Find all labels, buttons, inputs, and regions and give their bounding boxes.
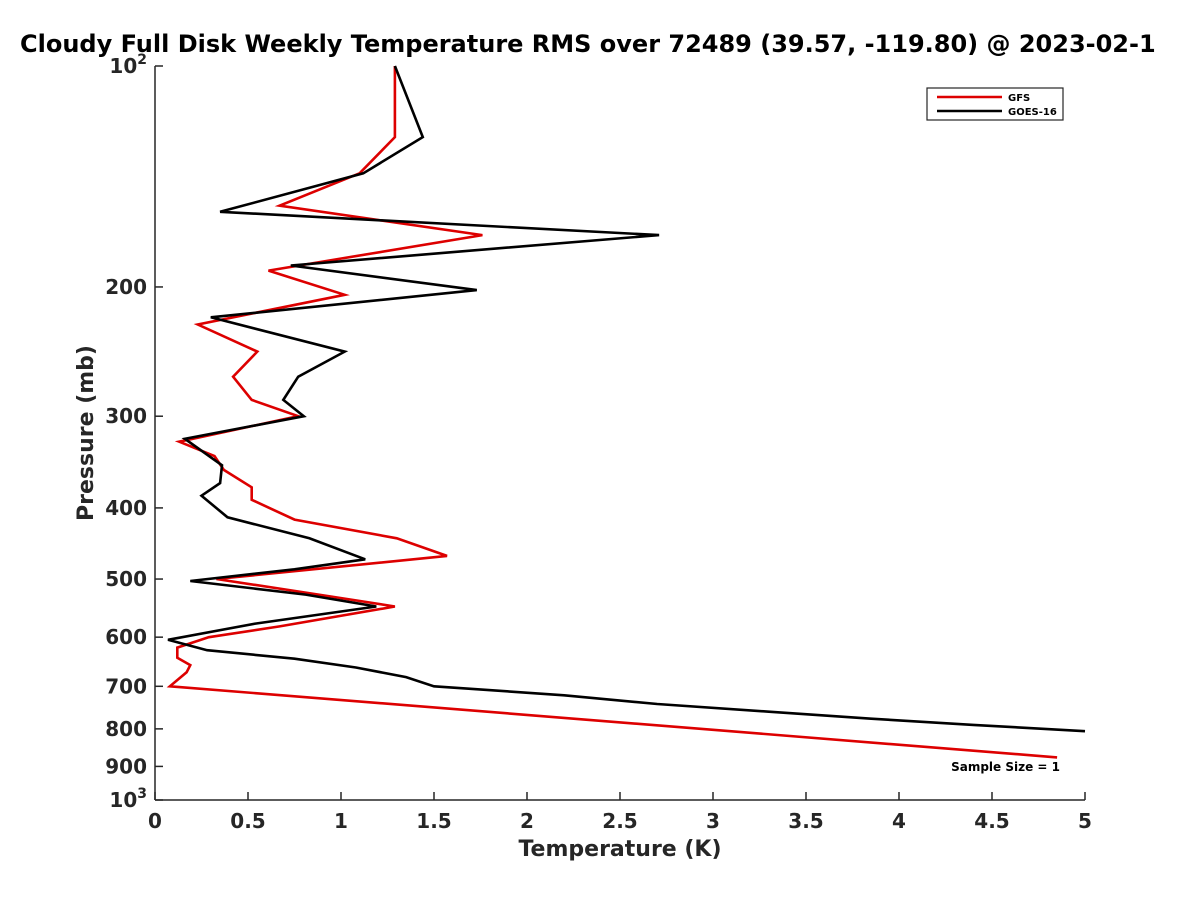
y-tick-label: 103 (109, 786, 147, 812)
series-line-gfs (166, 66, 1058, 759)
y-tick-label: 500 (105, 567, 147, 591)
x-tick-label: 4 (892, 809, 906, 833)
x-tick-label: 3 (706, 809, 720, 833)
y-tick-label: 300 (105, 404, 147, 428)
y-axis-ticks: 102 200 300 400 500 600 700 800 900 103 (105, 52, 163, 812)
legend-label: GFS (1008, 93, 1030, 104)
x-tick-label: 2 (520, 809, 534, 833)
y-tick-label: 400 (105, 496, 147, 520)
axes (154, 66, 1085, 801)
x-tick-label: 4.5 (974, 809, 1009, 833)
x-tick-label: 0.5 (230, 809, 265, 833)
y-tick-label: 700 (105, 674, 147, 698)
y-tick-label: 200 (105, 275, 147, 299)
x-axis-ticks: 0 0.5 1 1.5 2 2.5 3 3.5 4 4.5 5 (148, 792, 1092, 833)
series-lines (166, 65, 1086, 759)
legend-box (926, 87, 1064, 121)
y-tick-label: 600 (105, 625, 147, 649)
y-tick-label: 900 (105, 754, 147, 778)
y-axis-label: Pressure (mb) (74, 345, 99, 521)
series-line-goes-16 (167, 65, 1086, 733)
x-tick-label: 2.5 (602, 809, 637, 833)
x-tick-label: 0 (148, 809, 162, 833)
x-axis-label: Temperature (K) (518, 837, 721, 862)
x-tick-label: 1.5 (416, 809, 451, 833)
chart-title: Cloudy Full Disk Weekly Temperature RMS … (20, 30, 1156, 58)
legend: GFS GOES-16 (926, 87, 1064, 121)
x-tick-label: 5 (1078, 809, 1092, 833)
x-tick-label: 1 (334, 809, 348, 833)
legend-label: GOES-16 (1008, 107, 1057, 118)
sample-size-annotation: Sample Size = 1 (951, 760, 1060, 774)
x-tick-label: 3.5 (788, 809, 823, 833)
y-tick-label: 102 (109, 52, 147, 78)
y-tick-label: 800 (105, 717, 147, 741)
